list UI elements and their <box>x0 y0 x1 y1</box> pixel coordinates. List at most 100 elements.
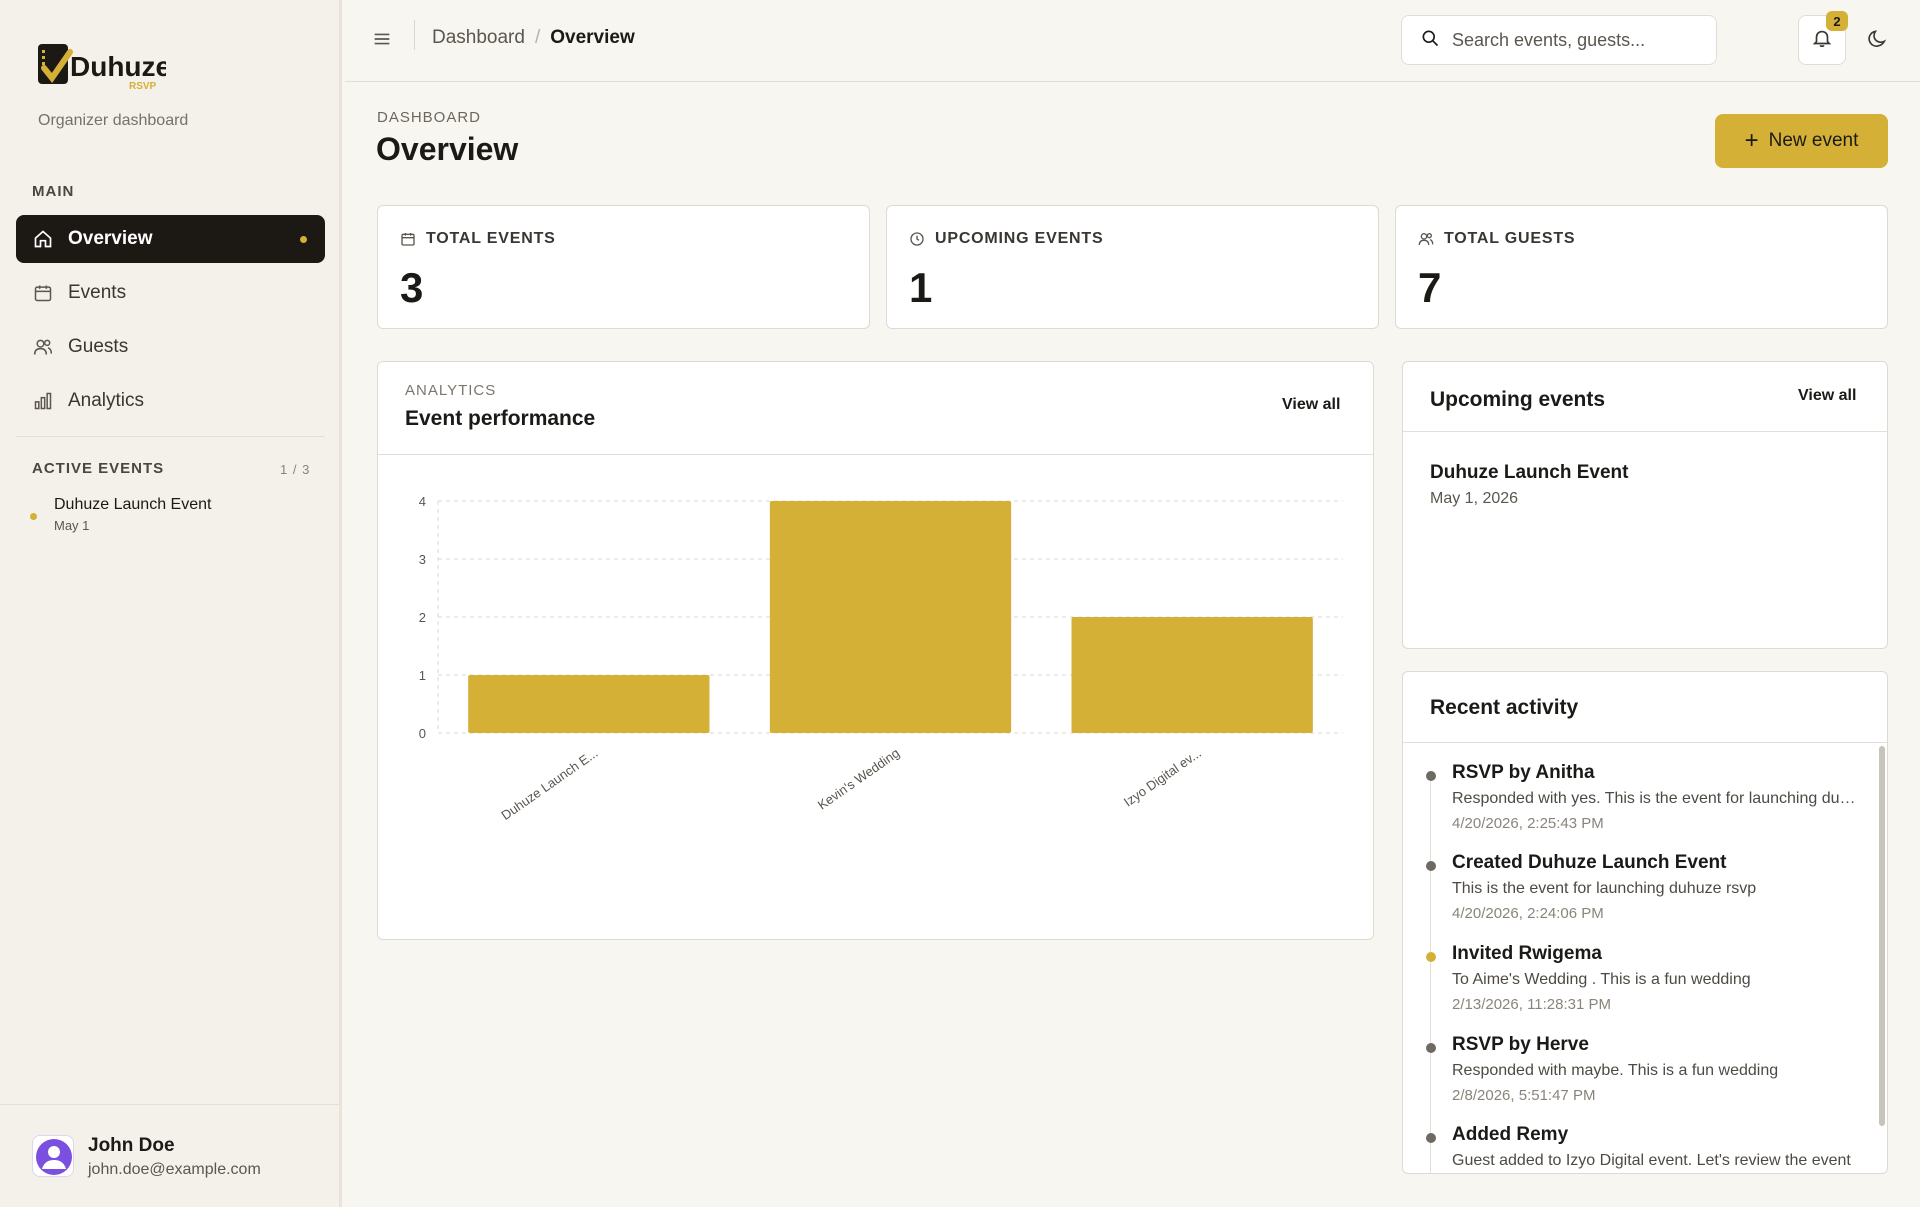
page-title: Overview <box>376 131 519 167</box>
user-name: John Doe <box>88 1135 175 1156</box>
clock-icon <box>910 232 924 246</box>
users-icon <box>1418 233 1434 246</box>
sidebar-item-label: Guests <box>68 336 129 357</box>
chart-title: Event performance <box>405 407 596 430</box>
sidebar-item-overview[interactable]: Overview <box>16 215 325 263</box>
calendar-icon <box>401 233 415 246</box>
panel-header: ANALYTICS Event performance View all <box>378 362 1373 455</box>
panel-header: Upcoming events View all <box>1403 362 1887 432</box>
user-email: john.doe@example.com <box>88 1161 261 1178</box>
topbar-divider <box>414 20 415 50</box>
timeline-line <box>1430 774 1431 1173</box>
sidebar-item-analytics[interactable]: Analytics <box>16 377 325 425</box>
stat-label: TOTAL GUESTS <box>1444 230 1576 247</box>
stat-value: 7 <box>1418 264 1442 311</box>
sidebar-subtitle: Organizer dashboard <box>38 112 189 129</box>
breadcrumb-current: Overview <box>550 27 635 48</box>
activity-description: Responded with yes. This is the event fo… <box>1452 790 1862 807</box>
activity-title: RSVP by Herve <box>1452 1034 1589 1055</box>
notification-badge: 2 <box>1826 11 1848 31</box>
activity-item: RSVP by Anitha Responded with yes. This … <box>1403 762 1887 852</box>
y-tick-label: 2 <box>419 610 426 625</box>
chart-bar <box>1071 617 1313 733</box>
bar-chart-icon <box>32 390 54 412</box>
activity-timestamp: 4/20/2026, 2:25:43 PM <box>1452 815 1604 832</box>
stat-card-upcoming-events: UPCOMING EVENTS 1 <box>886 205 1379 329</box>
activity-item: Invited Rwigema To Aime's Wedding . This… <box>1403 943 1887 1033</box>
chart-view-all-link[interactable]: View all <box>1282 396 1341 413</box>
x-tick-label: Kevin's Wedding <box>815 745 902 812</box>
svg-text:RSVP: RSVP <box>129 81 157 92</box>
activity-list[interactable]: RSVP by Anitha Responded with yes. This … <box>1403 744 1887 1173</box>
scrollbar-thumb[interactable] <box>1879 746 1885 1126</box>
y-tick-label: 1 <box>419 668 426 683</box>
activity-timestamp: 2/8/2026, 5:51:47 PM <box>1452 1087 1596 1104</box>
bell-icon <box>1811 27 1833 54</box>
activity-dot <box>1426 861 1436 871</box>
sidebar-divider <box>16 436 325 437</box>
top-bar: Dashboard / Overview 2 <box>345 0 1920 82</box>
stat-label: TOTAL EVENTS <box>426 230 556 247</box>
svg-text:Duhuze: Duhuze <box>70 51 166 82</box>
menu-icon[interactable] <box>371 28 393 50</box>
chart-eyebrow: ANALYTICS <box>405 382 497 399</box>
search-icon <box>1420 28 1440 53</box>
active-event-name: Duhuze Launch Event <box>54 496 212 513</box>
stat-value: 1 <box>909 264 933 311</box>
upcoming-view-all-link[interactable]: View all <box>1798 387 1857 404</box>
duhuze-logo[interactable]: Duhuze RSVP <box>36 42 166 98</box>
main-section-label: MAIN <box>32 183 75 200</box>
activity-scrollbar[interactable] <box>1877 744 1887 1173</box>
y-tick-label: 4 <box>419 494 426 509</box>
new-event-label: New event <box>1768 130 1859 151</box>
sidebar-item-label: Events <box>68 282 127 303</box>
upcoming-events-panel: Upcoming events View all Duhuze Launch E… <box>1402 361 1888 649</box>
upcoming-event-date: May 1, 2026 <box>1430 490 1519 507</box>
activity-title: Added Remy <box>1452 1124 1569 1145</box>
recent-activity-panel: Recent activity RSVP by Anitha Responded… <box>1402 671 1888 1174</box>
activity-item: RSVP by Herve Responded with maybe. This… <box>1403 1034 1887 1124</box>
active-indicator-dot <box>300 236 307 243</box>
y-tick-label: 3 <box>419 552 426 567</box>
event-status-dot <box>30 513 37 520</box>
activity-description: This is the event for launching duhuze r… <box>1452 880 1757 897</box>
search-input[interactable] <box>1452 29 1702 51</box>
activity-item: Added Remy Guest added to Izyo Digital e… <box>1403 1124 1887 1173</box>
bar-chart: 0 1 2 3 4 Duhuze Launch E... Kevin's Wedding Iz… <box>419 494 1343 823</box>
sidebar-item-guests[interactable]: Guests <box>16 323 325 371</box>
breadcrumb-dashboard[interactable]: Dashboard <box>432 27 525 48</box>
breadcrumb-separator: / <box>534 27 541 48</box>
user-profile[interactable]: John Doe john.doe@example.com <box>0 1104 339 1207</box>
sidebar-item-events[interactable]: Events <box>16 269 325 317</box>
active-events-count: 1 / 3 <box>280 462 311 477</box>
moon-icon[interactable] <box>1866 28 1890 52</box>
activity-dot <box>1426 771 1436 781</box>
avatar <box>32 1135 74 1177</box>
users-icon <box>32 336 54 358</box>
x-tick-label: Izyo Digital ev... <box>1121 745 1204 809</box>
activity-timestamp: 2/13/2026, 11:28:31 PM <box>1452 996 1612 1013</box>
activity-title: RSVP by Anitha <box>1452 762 1595 783</box>
activity-dot <box>1426 1043 1436 1053</box>
new-event-button[interactable]: + New event <box>1715 114 1888 168</box>
home-icon <box>32 228 54 250</box>
stat-value: 3 <box>400 264 424 311</box>
event-performance-panel: ANALYTICS Event performance View all 0 1 2… <box>377 361 1374 940</box>
page-eyebrow: DASHBOARD <box>377 109 482 126</box>
active-event-date: May 1 <box>54 518 90 533</box>
activity-description: Responded with maybe. This is a fun wedd… <box>1452 1062 1779 1079</box>
recent-activity-title: Recent activity <box>1430 696 1579 719</box>
chart-bar <box>468 675 710 733</box>
plus-icon: + <box>1744 127 1759 154</box>
sidebar-item-label: Analytics <box>68 390 145 411</box>
upcoming-events-title: Upcoming events <box>1430 388 1606 411</box>
search-box[interactable] <box>1401 15 1717 65</box>
active-events-label: ACTIVE EVENTS <box>32 460 165 477</box>
panel-header: Recent activity <box>1403 672 1887 743</box>
stat-label: UPCOMING EVENTS <box>935 230 1104 247</box>
sidebar-item-label: Overview <box>68 228 153 249</box>
sidebar: Duhuze RSVP Organizer dashboard MAIN Ove… <box>0 0 342 1207</box>
activity-timestamp: 4/20/2026, 2:24:06 PM <box>1452 905 1604 922</box>
upcoming-event-name: Duhuze Launch Event <box>1430 462 1629 483</box>
stat-card-total-guests: TOTAL GUESTS 7 <box>1395 205 1888 329</box>
